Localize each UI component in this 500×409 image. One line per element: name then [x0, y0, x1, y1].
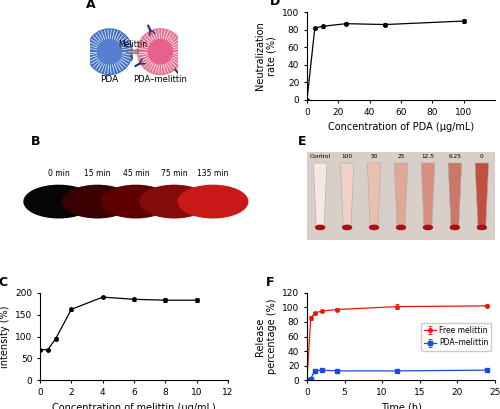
X-axis label: Time (h): Time (h) [380, 402, 422, 409]
Text: PDA: PDA [100, 75, 118, 84]
Circle shape [424, 225, 432, 229]
Circle shape [101, 185, 170, 218]
Circle shape [478, 225, 486, 229]
Y-axis label: Fluorescence
intensity (%): Fluorescence intensity (%) [0, 304, 10, 369]
Polygon shape [368, 163, 381, 229]
FancyArrow shape [127, 49, 140, 54]
Text: C: C [0, 276, 8, 289]
Text: D: D [270, 0, 280, 8]
Y-axis label: Release
percentage (%): Release percentage (%) [255, 299, 276, 374]
Text: PDA–melittin: PDA–melittin [134, 75, 187, 84]
Text: 100: 100 [342, 154, 352, 160]
Circle shape [178, 185, 248, 218]
Circle shape [148, 39, 172, 64]
Text: 0 min: 0 min [48, 169, 70, 178]
Text: Melittin: Melittin [118, 40, 148, 49]
Y-axis label: Neutralization
rate (%): Neutralization rate (%) [255, 22, 276, 90]
Polygon shape [448, 163, 462, 229]
X-axis label: Concentration of melittin (μg/mL): Concentration of melittin (μg/mL) [52, 402, 216, 409]
Text: 25: 25 [397, 154, 404, 160]
Circle shape [342, 225, 351, 229]
Circle shape [62, 185, 132, 218]
Text: 75 min: 75 min [161, 169, 188, 178]
Text: 135 min: 135 min [198, 169, 228, 178]
Text: 45 min: 45 min [122, 169, 149, 178]
Circle shape [396, 225, 406, 229]
Text: 15 min: 15 min [84, 169, 110, 178]
Polygon shape [314, 163, 327, 229]
Text: 50: 50 [370, 154, 378, 160]
Text: F: F [266, 276, 274, 289]
Text: 12.5: 12.5 [422, 154, 434, 160]
Text: Control: Control [310, 154, 330, 160]
Text: 6.25: 6.25 [448, 154, 462, 160]
Circle shape [24, 185, 94, 218]
Circle shape [316, 225, 324, 229]
Circle shape [86, 29, 132, 74]
Text: E: E [298, 135, 306, 148]
Circle shape [450, 225, 460, 229]
X-axis label: Concentration of PDA (μg/mL): Concentration of PDA (μg/mL) [328, 122, 474, 132]
Polygon shape [394, 163, 408, 229]
Circle shape [370, 225, 378, 229]
Text: 0: 0 [480, 154, 484, 160]
Polygon shape [340, 163, 354, 229]
Circle shape [97, 39, 122, 64]
Text: B: B [30, 135, 40, 148]
Polygon shape [475, 163, 488, 229]
Text: A: A [86, 0, 96, 11]
Circle shape [140, 185, 209, 218]
Circle shape [138, 29, 183, 74]
Polygon shape [421, 163, 434, 229]
Legend: Free melittin, PDA–melittin: Free melittin, PDA–melittin [421, 323, 491, 351]
